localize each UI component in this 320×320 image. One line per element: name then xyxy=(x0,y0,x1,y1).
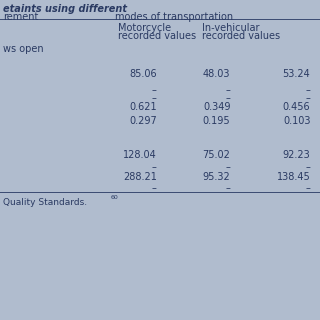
Text: 0.621: 0.621 xyxy=(129,102,157,112)
Text: 0.103: 0.103 xyxy=(283,116,310,126)
Text: –: – xyxy=(306,85,310,95)
Text: 60: 60 xyxy=(110,195,118,200)
Text: In-vehicular: In-vehicular xyxy=(202,23,259,33)
Text: 85.06: 85.06 xyxy=(129,69,157,79)
Text: –: – xyxy=(306,93,310,103)
Text: 0.456: 0.456 xyxy=(283,102,310,112)
Text: –: – xyxy=(226,93,230,103)
Text: 0.195: 0.195 xyxy=(203,116,230,126)
Text: –: – xyxy=(226,183,230,193)
Text: 0.297: 0.297 xyxy=(129,116,157,126)
Text: –: – xyxy=(306,183,310,193)
Text: 48.03: 48.03 xyxy=(203,69,230,79)
Text: etaints using different: etaints using different xyxy=(3,4,127,14)
Text: recorded values: recorded values xyxy=(202,31,280,41)
Text: modes of transportation: modes of transportation xyxy=(115,12,233,22)
Text: 0.349: 0.349 xyxy=(203,102,230,112)
Text: –: – xyxy=(226,85,230,95)
Text: 95.32: 95.32 xyxy=(203,172,230,182)
Text: –: – xyxy=(152,162,157,172)
Text: recorded values: recorded values xyxy=(118,31,196,41)
Text: 53.24: 53.24 xyxy=(283,69,310,79)
Text: –: – xyxy=(306,162,310,172)
Text: Quality Standards.: Quality Standards. xyxy=(3,198,87,207)
Text: –: – xyxy=(152,85,157,95)
Text: 138.45: 138.45 xyxy=(277,172,310,182)
Text: Motorcycle: Motorcycle xyxy=(118,23,172,33)
Text: –: – xyxy=(152,93,157,103)
Text: –: – xyxy=(152,183,157,193)
Text: ws open: ws open xyxy=(3,44,44,54)
Text: 288.21: 288.21 xyxy=(123,172,157,182)
Text: 75.02: 75.02 xyxy=(203,150,230,160)
Text: rement: rement xyxy=(3,12,39,22)
Text: 128.04: 128.04 xyxy=(123,150,157,160)
Text: 92.23: 92.23 xyxy=(283,150,310,160)
Text: –: – xyxy=(226,162,230,172)
